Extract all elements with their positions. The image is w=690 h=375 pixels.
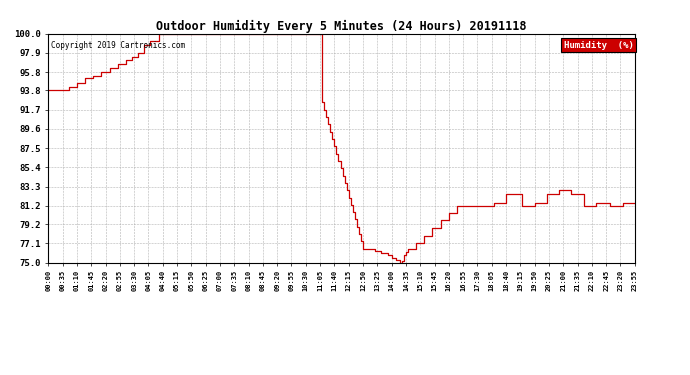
- Text: Copyright 2019 Cartronics.com: Copyright 2019 Cartronics.com: [51, 40, 186, 50]
- Title: Outdoor Humidity Every 5 Minutes (24 Hours) 20191118: Outdoor Humidity Every 5 Minutes (24 Hou…: [157, 20, 526, 33]
- Text: Humidity  (%): Humidity (%): [564, 40, 633, 50]
